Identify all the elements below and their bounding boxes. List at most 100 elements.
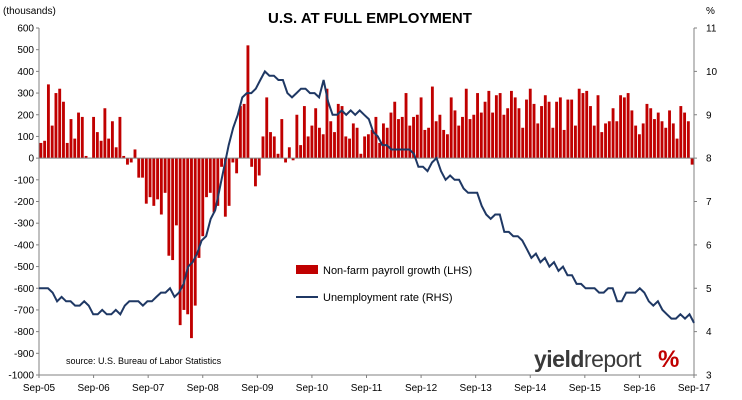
left-tick-label: 200: [17, 110, 34, 121]
payroll-bar: [250, 158, 254, 167]
payroll-bar: [54, 93, 58, 159]
payroll-bar: [272, 136, 276, 159]
payroll-bar: [208, 158, 212, 193]
payroll-bar: [532, 103, 536, 159]
payroll-bar: [363, 136, 367, 159]
payroll-bar: [517, 108, 521, 159]
payroll-bar: [498, 93, 502, 159]
payroll-bar: [457, 125, 461, 159]
payroll-bar: [269, 132, 272, 159]
payroll-bar: [656, 112, 660, 159]
payroll-bar: [461, 116, 464, 159]
payroll-bar: [167, 158, 171, 256]
payroll-bar: [366, 134, 370, 159]
x-tick-label: Sep-08: [187, 383, 220, 394]
payroll-bar: [193, 158, 197, 306]
payroll-bar: [186, 158, 190, 315]
payroll-bar: [491, 112, 495, 159]
payroll-bar: [622, 97, 626, 159]
x-tick-label: Sep-06: [77, 383, 110, 394]
payroll-bar: [434, 121, 438, 159]
left-tick-label: -100: [14, 175, 34, 186]
payroll-bar: [231, 158, 235, 163]
payroll-bar: [600, 132, 604, 159]
right-axis-unit: %: [706, 6, 715, 17]
x-tick-label: Sep-17: [678, 383, 711, 394]
right-tick-label: 5: [706, 284, 712, 295]
payroll-bar: [453, 110, 457, 159]
x-tick-label: Sep-16: [623, 383, 656, 394]
payroll-bar: [521, 127, 525, 159]
yieldreport-logo: yieldreport %: [534, 346, 679, 373]
payroll-bar: [174, 158, 178, 226]
payroll-bar: [291, 158, 295, 161]
legend-line-label: Unemployment rate (RHS): [323, 292, 453, 304]
payroll-bar: [487, 90, 491, 159]
x-tick-label: Sep-11: [351, 383, 383, 394]
source-note: source: U.S. Bureau of Labor Statistics: [66, 356, 222, 366]
payroll-bar: [671, 123, 675, 159]
payroll-bar: [99, 140, 103, 159]
payroll-bar: [464, 88, 468, 159]
payroll-bar: [385, 127, 389, 159]
payroll-bar: [58, 88, 62, 159]
payroll-bar: [592, 125, 596, 159]
payroll-bar: [378, 142, 382, 159]
payroll-bar: [611, 108, 615, 159]
payroll-bar: [483, 101, 487, 159]
x-tick-label: Sep-09: [241, 383, 274, 394]
payroll-bar: [118, 116, 122, 159]
payroll-bar: [84, 155, 88, 159]
right-tick-label: 7: [706, 197, 712, 208]
payroll-bar: [144, 158, 148, 204]
payroll-bar: [212, 158, 216, 213]
payroll-bar: [295, 114, 299, 159]
payroll-bar: [637, 134, 641, 159]
payroll-bar: [95, 132, 99, 159]
payroll-bar: [415, 114, 419, 159]
payroll-bar: [152, 158, 156, 206]
payroll-bar: [126, 158, 129, 165]
payroll-bar: [103, 108, 107, 159]
payroll-bar: [329, 121, 333, 159]
payroll-bar: [336, 103, 340, 159]
payroll-bar: [494, 95, 498, 159]
payroll-bar: [558, 97, 562, 159]
payroll-bar: [589, 106, 592, 159]
payroll-bar: [46, 84, 50, 159]
left-axis: -1000-900-800-700-600-500-400-300-200-10…: [8, 24, 39, 382]
payroll-bar: [675, 138, 679, 159]
payroll-bar: [321, 134, 325, 159]
payroll-bar: [468, 119, 472, 159]
x-axis: Sep-05 Sep-06 Sep-07 Sep-08 Sep-09 Sep-10 Sep-…: [23, 375, 711, 394]
payroll-bar: [110, 121, 114, 159]
payroll-bar: [302, 106, 306, 159]
right-tick-label: 11: [706, 24, 717, 35]
payroll-bar: [596, 95, 600, 159]
left-tick-label: 300: [17, 89, 34, 100]
left-tick-label: -800: [14, 327, 34, 338]
payroll-bar: [668, 110, 671, 159]
right-tick-label: 8: [706, 154, 712, 165]
payroll-bar: [122, 155, 126, 159]
payroll-bar: [280, 119, 284, 159]
logo-percent-icon: %: [658, 346, 679, 373]
payroll-bar: [107, 138, 111, 159]
payroll-bar: [148, 158, 152, 198]
payroll-bar: [314, 108, 318, 159]
payroll-bar: [254, 158, 257, 187]
payroll-bar: [412, 116, 415, 159]
payroll-bar: [607, 121, 611, 159]
payroll-bar: [133, 149, 137, 159]
logo-wordmark: yieldreport: [534, 346, 642, 372]
payroll-bar: [585, 90, 589, 159]
payroll-bar: [393, 101, 397, 159]
payroll-bar: [562, 129, 566, 159]
right-tick-label: 6: [706, 240, 712, 251]
payroll-bar: [137, 158, 141, 178]
left-tick-label: -900: [14, 349, 34, 360]
payroll-bar: [626, 93, 630, 159]
payroll-bar: [333, 132, 336, 159]
payroll-bar: [257, 158, 261, 176]
